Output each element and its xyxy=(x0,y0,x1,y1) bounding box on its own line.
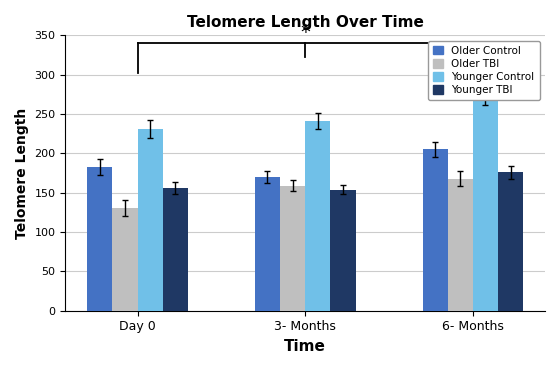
Bar xyxy=(87,167,113,311)
Bar xyxy=(138,129,162,311)
Legend: Older Control, Older TBI, Younger Control, Younger TBI: Older Control, Older TBI, Younger Contro… xyxy=(427,41,540,100)
Bar xyxy=(305,121,330,311)
Bar xyxy=(448,179,473,311)
Bar xyxy=(473,96,498,311)
Bar xyxy=(498,172,523,311)
Bar xyxy=(280,186,305,311)
Bar xyxy=(423,149,448,311)
Bar xyxy=(113,208,138,311)
Title: Telomere Length Over Time: Telomere Length Over Time xyxy=(187,15,423,30)
Y-axis label: Telomere Length: Telomere Length xyxy=(15,107,29,239)
Text: *: * xyxy=(300,23,310,42)
X-axis label: Time: Time xyxy=(284,339,326,354)
Bar xyxy=(255,177,280,311)
Bar xyxy=(162,188,188,311)
Bar xyxy=(330,190,356,311)
